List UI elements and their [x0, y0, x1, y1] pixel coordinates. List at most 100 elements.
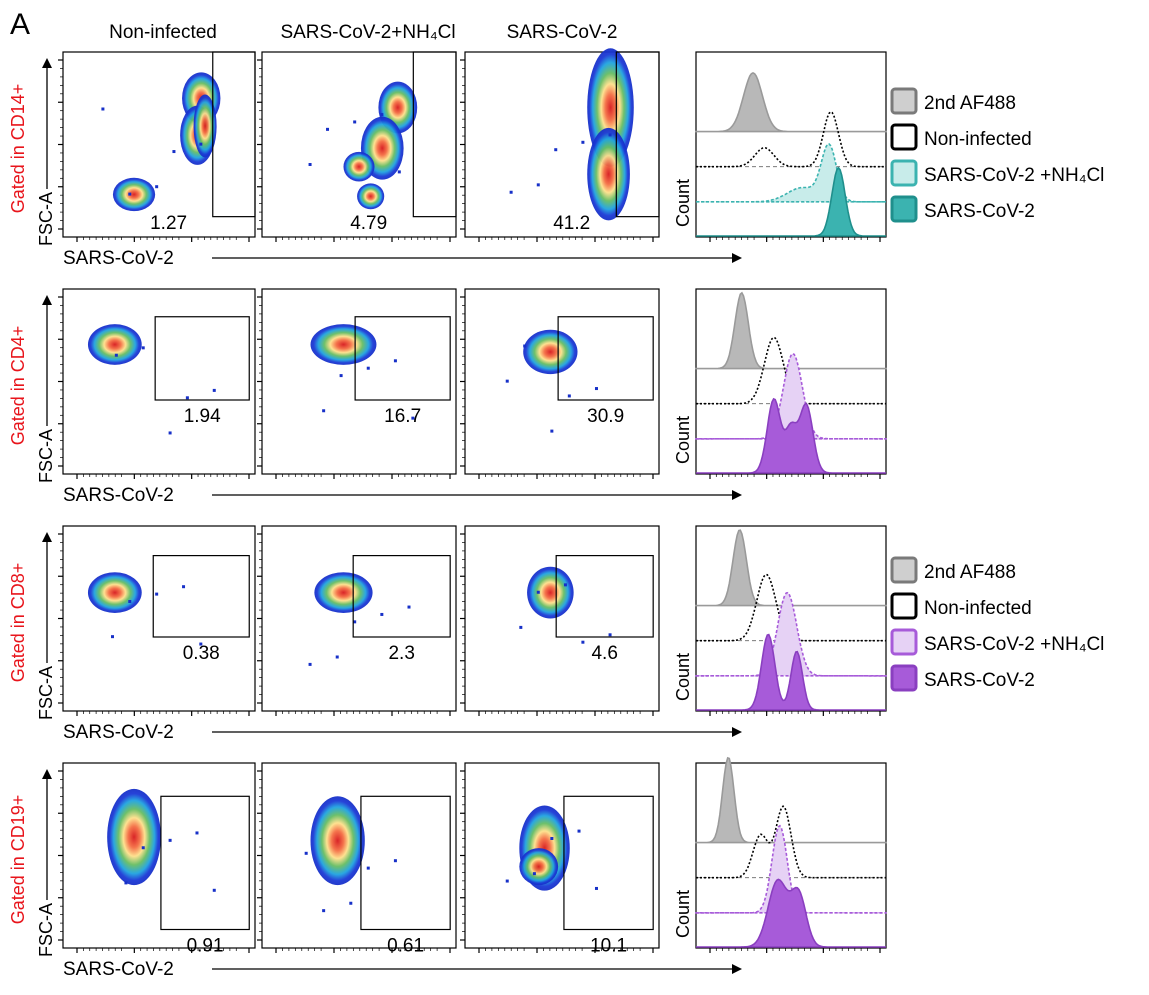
- legend-label: SARS-CoV-2: [924, 670, 1035, 691]
- row-label: Gated in CD14+: [8, 84, 28, 214]
- y-axis-label: FSC-A: [36, 429, 56, 483]
- plot-frame: [62, 288, 256, 475]
- legend-swatch: [890, 592, 918, 620]
- legend-swatch: [890, 556, 918, 584]
- density-plot: 1.27: [58, 51, 256, 242]
- event-dot: [380, 612, 384, 616]
- histogram-row-3: Count: [673, 525, 887, 716]
- event-dot: [581, 640, 585, 644]
- x-axis-label: SARS-CoV-2: [63, 722, 174, 743]
- y-axis-label: FSC-A: [36, 666, 56, 720]
- gate-percent-label: 4.79: [350, 213, 387, 234]
- histogram-non-infected: [696, 110, 886, 168]
- gate-rectangle: [615, 51, 660, 218]
- gate-percent-label: 0.38: [183, 643, 220, 664]
- flow-row-1: Gated in CD14+ FSC-A SARS-CoV-2 1.27 4.79 41.…: [8, 48, 742, 269]
- plot-frame: [464, 288, 660, 475]
- y-axis-label: FSC-A: [36, 192, 56, 246]
- legend-purple: 2nd AF488 Non-infected SARS-CoV-2 +NH₄Cl SA…: [890, 556, 1104, 692]
- density-blob: [87, 324, 142, 365]
- event-dot: [168, 431, 172, 435]
- flow-row-2: Gated in CD4+ FSC-A SARS-CoV-2 1.94 16.7 30.9: [8, 288, 742, 506]
- event-dot: [199, 142, 203, 146]
- event-dot: [199, 642, 203, 646]
- gate-rectangle: [152, 554, 250, 638]
- event-dot: [567, 394, 571, 398]
- legend-swatch: [890, 87, 918, 115]
- plot-frame: [62, 525, 256, 712]
- event-dot: [550, 837, 554, 840]
- event-dot: [608, 633, 612, 637]
- event-dot: [577, 829, 581, 833]
- row-label: Gated in CD8+: [8, 563, 28, 683]
- x-axis-label: SARS-CoV-2: [63, 248, 174, 269]
- event-dot: [519, 625, 523, 629]
- legend-swatch: [890, 628, 918, 656]
- x-axis-label: SARS-CoV-2: [63, 485, 174, 506]
- density-blob: [193, 94, 217, 158]
- plot-frame: [261, 525, 457, 712]
- gate-rectangle: [154, 316, 250, 401]
- legend-swatch: [890, 159, 918, 187]
- plot-frame: [62, 51, 256, 238]
- event-dot: [308, 662, 312, 666]
- gate-rectangle: [354, 316, 451, 401]
- event-dot: [124, 881, 128, 885]
- gate-percent-label: 1.94: [184, 406, 221, 427]
- density-plot: 4.79: [257, 51, 457, 242]
- event-dot: [411, 416, 415, 420]
- legend-swatch: [890, 123, 918, 151]
- flow-row-3: Gated in CD8+ FSC-A SARS-CoV-2 0.38 2.3 4.6: [8, 525, 742, 743]
- event-dot: [505, 379, 509, 383]
- event-dot: [101, 107, 105, 111]
- legend-label: SARS-CoV-2 +NH₄Cl: [924, 634, 1104, 655]
- event-dot: [322, 409, 326, 413]
- gate-percent-label: 0.91: [187, 936, 224, 957]
- event-dot: [168, 838, 172, 842]
- density-plot: 0.91: [58, 762, 256, 957]
- event-dot: [128, 192, 132, 196]
- histogram-non-infected: [696, 805, 886, 879]
- gate-rectangle: [160, 795, 250, 931]
- density-blob: [87, 572, 142, 613]
- density-blob: [112, 177, 156, 212]
- legend-label: Non-infected: [924, 598, 1032, 619]
- histogram-sars-cov-2: [696, 878, 886, 948]
- event-dot: [308, 163, 312, 166]
- density-plot: 16.7: [257, 288, 457, 479]
- gate-rectangle: [360, 795, 451, 931]
- gate-rectangle: [212, 51, 256, 218]
- gate-rectangle: [412, 51, 457, 218]
- event-dot: [349, 901, 353, 905]
- density-plot: 0.61: [257, 762, 457, 957]
- event-dot: [380, 113, 384, 117]
- event-dot: [155, 185, 159, 189]
- density-plot: 10.1: [460, 762, 660, 957]
- count-axis-label: Count: [673, 890, 693, 938]
- density-blob: [314, 572, 373, 613]
- event-dot: [322, 909, 326, 913]
- event-dot: [407, 605, 411, 609]
- event-dot: [509, 190, 513, 194]
- histogram-sars-cov-2: [696, 633, 886, 711]
- density-plot: 0.38: [58, 525, 256, 716]
- legend-label: 2nd AF488: [924, 562, 1016, 583]
- gate-percent-label: 0.61: [387, 936, 424, 957]
- density-blob: [527, 566, 574, 619]
- event-dot: [608, 133, 612, 137]
- event-dot: [128, 600, 132, 603]
- histogram-row-1: Count: [673, 51, 887, 242]
- histogram-sars-cov-2: [696, 397, 886, 474]
- event-dot: [111, 635, 114, 639]
- plot-frame: [464, 525, 660, 712]
- gate-rectangle: [557, 316, 654, 401]
- density-blob: [107, 788, 161, 886]
- event-dot: [114, 353, 118, 357]
- count-axis-label: Count: [673, 179, 693, 227]
- plot-frame: [261, 288, 457, 475]
- event-dot: [212, 388, 216, 392]
- event-dot: [185, 396, 189, 400]
- event-dot: [523, 344, 527, 348]
- event-dot: [141, 346, 145, 350]
- event-dot: [594, 886, 598, 890]
